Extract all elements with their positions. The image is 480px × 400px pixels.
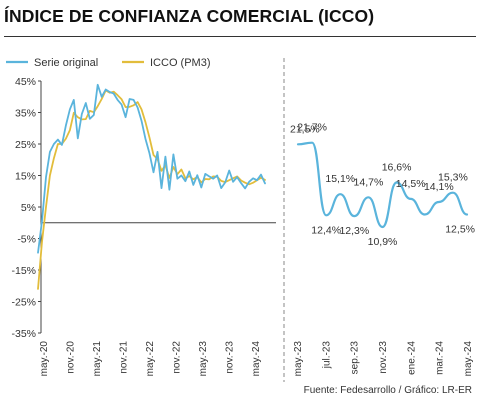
recent-zoom-panel: 21,5%21,7% 12,4% 15,1% 12,3% 14,7% 10,9% 16,6%…	[290, 122, 475, 377]
data-label: 12,4%	[311, 224, 341, 236]
legend: Serie original ICCO (PM3)	[6, 57, 211, 69]
x-tick-label: nov.-23	[225, 341, 236, 374]
x-tick-label: ene.-24	[406, 341, 417, 375]
y-tick-label: -5%	[17, 234, 36, 246]
y-tick-label: 25%	[15, 139, 36, 151]
y-tick-label: 5%	[21, 202, 36, 214]
y-tick-label: 15%	[15, 171, 36, 183]
x-tick-label: may.-23	[293, 341, 304, 377]
data-label: 12,5%	[445, 224, 475, 236]
data-label: 14,7%	[354, 176, 384, 188]
series-line-original	[37, 83, 266, 254]
main-chart-panel: 45% 35% 25% 15% 5% -5% -15% -25% -35%may.-20 nov.…	[11, 76, 276, 376]
x-tick-label: may.-21	[92, 341, 103, 377]
title-rule	[4, 36, 476, 37]
x-tick-label: sep.-23	[350, 341, 361, 375]
x-tick-label: may.-24	[251, 341, 262, 377]
data-label: 14,5%	[396, 178, 426, 190]
y-tick-label: 45%	[15, 76, 36, 88]
y-tick-label: -35%	[11, 328, 36, 340]
y-tick-label: -25%	[11, 297, 36, 309]
legend-label-pm3: ICCO (PM3)	[150, 57, 211, 69]
data-label: 12,3%	[339, 225, 369, 237]
data-label: 15,1%	[325, 173, 355, 185]
x-tick-label: nov.-23	[378, 341, 389, 374]
x-tick-label: may.-20	[39, 341, 50, 377]
data-label: 16,6%	[382, 162, 412, 174]
data-label: 21,7%	[297, 122, 327, 134]
series-line-pm3	[37, 89, 266, 290]
y-tick-label: 35%	[15, 108, 36, 120]
x-tick-label: may.-22	[145, 341, 156, 377]
x-tick-label: nov.-21	[119, 341, 130, 374]
x-tick-label: jul.-23	[321, 341, 332, 370]
x-tick-label: nov.-22	[172, 341, 183, 374]
data-label: 10,9%	[368, 236, 398, 248]
y-tick-label: -15%	[11, 265, 36, 277]
x-tick-label: nov.-20	[66, 341, 77, 374]
recent-series-line	[296, 141, 469, 229]
data-label: 15,3%	[438, 172, 468, 184]
x-tick-label: may.-24	[463, 341, 474, 377]
x-tick-label: may.-23	[198, 341, 209, 377]
x-tick-label: mar.-24	[435, 341, 446, 375]
page-title: ÍNDICE DE CONFIANZA COMERCIAL (ICCO)	[4, 6, 375, 26]
source-note: Fuente: Fedesarrollo / Gráfico: LR-ER	[303, 385, 472, 396]
data-label: 21,5%	[290, 123, 320, 135]
data-label: 14,1%	[424, 181, 454, 193]
legend-label-original: Serie original	[34, 57, 98, 69]
